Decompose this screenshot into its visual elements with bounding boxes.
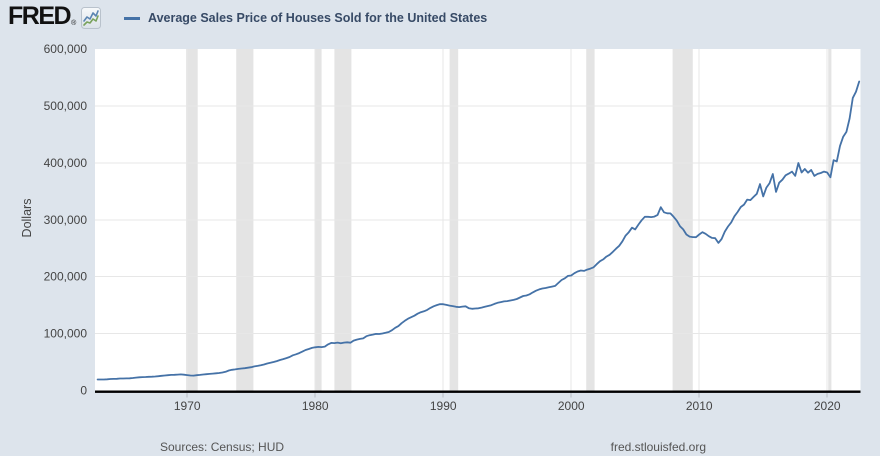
x-tick-label: 2000 (558, 399, 585, 413)
chart-plot: 0 100,000 200,000 300,000 400,000 500,000 600,… (44, 42, 861, 413)
y-tick-label: 0 (80, 384, 87, 398)
fred-logo-text: FRED (8, 2, 72, 30)
sources-line[interactable]: Sources: Census; HUD (160, 440, 285, 454)
y-tick-label: 300,000 (44, 213, 88, 227)
series-title[interactable]: Average Sales Price of Houses Sold for t… (148, 11, 488, 25)
y-tick-label: 500,000 (44, 99, 88, 113)
y-tick-label: 200,000 (44, 270, 88, 284)
x-tick-label: 2020 (814, 399, 841, 413)
x-tick-label: 1990 (430, 399, 457, 413)
legend-line-swatch (124, 16, 140, 20)
x-tick-label: 1970 (174, 399, 201, 413)
x-tick-label: 1980 (302, 399, 329, 413)
fred-site-link[interactable]: fred.stlouisfed.org (610, 440, 706, 454)
y-tick-label: 600,000 (44, 42, 88, 56)
registered-trademark: ® (71, 20, 77, 27)
x-axis-line (95, 390, 861, 393)
fred-sparkline-icon (81, 7, 102, 34)
x-tick-label: 2010 (686, 399, 713, 413)
y-tick-label: 400,000 (44, 156, 88, 170)
fred-logo[interactable]: FRED ® (8, 2, 102, 34)
chart-legend: Average Sales Price of Houses Sold for t… (124, 11, 487, 25)
y-tick-label: 100,000 (44, 327, 88, 341)
series-line (96, 80, 861, 381)
